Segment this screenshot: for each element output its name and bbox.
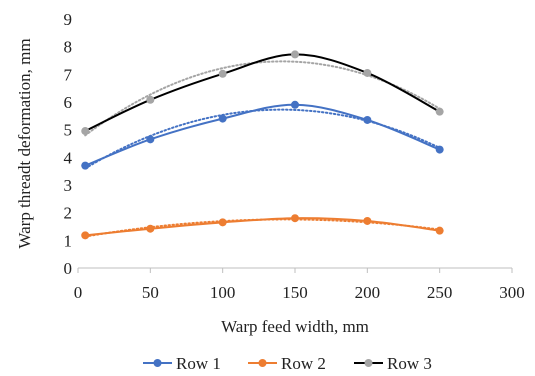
y-tick-label: 5 bbox=[64, 121, 73, 140]
legend: Row 1 Row 2 Row 3 bbox=[143, 354, 432, 373]
legend-marker bbox=[364, 359, 373, 367]
series-lines bbox=[84, 53, 441, 237]
data-point bbox=[435, 145, 444, 154]
x-tick-label: 50 bbox=[142, 283, 159, 302]
y-tick-label: 3 bbox=[64, 176, 73, 195]
x-tick-label: 250 bbox=[427, 283, 453, 302]
y-tick-label: 7 bbox=[64, 65, 73, 84]
data-point bbox=[363, 115, 372, 124]
legend-label: Row 1 bbox=[176, 354, 221, 373]
trendline-2 bbox=[84, 218, 441, 238]
trendline-3 bbox=[84, 60, 441, 137]
x-tick-label: 300 bbox=[499, 283, 525, 302]
legend-item: Row 2 bbox=[248, 354, 326, 373]
data-point bbox=[363, 68, 372, 77]
y-tick-label: 0 bbox=[64, 259, 73, 278]
series-line-1 bbox=[84, 103, 441, 167]
y-tick-label: 9 bbox=[64, 10, 73, 29]
legend-item: Row 1 bbox=[143, 354, 221, 373]
data-point bbox=[146, 95, 155, 104]
y-tick-label: 2 bbox=[64, 204, 73, 223]
data-point bbox=[81, 161, 90, 170]
y-axis-title: Warp threadt deformation, mm bbox=[15, 38, 34, 248]
data-point bbox=[81, 231, 90, 240]
data-point bbox=[218, 69, 227, 78]
legend-label: Row 3 bbox=[387, 354, 432, 373]
data-point bbox=[81, 127, 90, 136]
x-tick-label: 200 bbox=[355, 283, 381, 302]
data-point bbox=[146, 135, 155, 144]
data-point bbox=[146, 224, 155, 233]
legend-item: Row 3 bbox=[354, 354, 432, 373]
data-point bbox=[291, 100, 299, 109]
data-point bbox=[218, 218, 227, 227]
y-tick-label: 1 bbox=[64, 231, 73, 250]
legend-marker bbox=[258, 359, 267, 367]
data-point bbox=[435, 107, 444, 116]
data-point bbox=[435, 226, 444, 235]
y-tick-label: 8 bbox=[64, 38, 73, 57]
series-line-3 bbox=[84, 53, 441, 132]
y-tick-label: 6 bbox=[64, 93, 73, 112]
legend-marker bbox=[153, 359, 162, 367]
x-tick-label: 100 bbox=[210, 283, 236, 302]
series-points bbox=[81, 50, 444, 240]
x-axis-ticks: 0 50 100 150 200 250 300 bbox=[74, 268, 525, 302]
y-axis-ticks: 0 1 2 3 4 5 6 7 8 9 bbox=[64, 10, 73, 278]
trendline-1 bbox=[84, 108, 441, 170]
x-tick-label: 0 bbox=[74, 283, 83, 302]
data-point bbox=[363, 216, 372, 225]
trendlines bbox=[84, 60, 441, 238]
x-axis-title: Warp feed width, mm bbox=[221, 317, 369, 336]
data-point bbox=[291, 214, 299, 223]
legend-label: Row 2 bbox=[281, 354, 326, 373]
x-tick-label: 150 bbox=[282, 283, 308, 302]
data-point bbox=[291, 50, 299, 59]
data-point bbox=[218, 114, 227, 123]
series-line-2 bbox=[85, 217, 440, 237]
y-tick-label: 4 bbox=[64, 148, 73, 167]
